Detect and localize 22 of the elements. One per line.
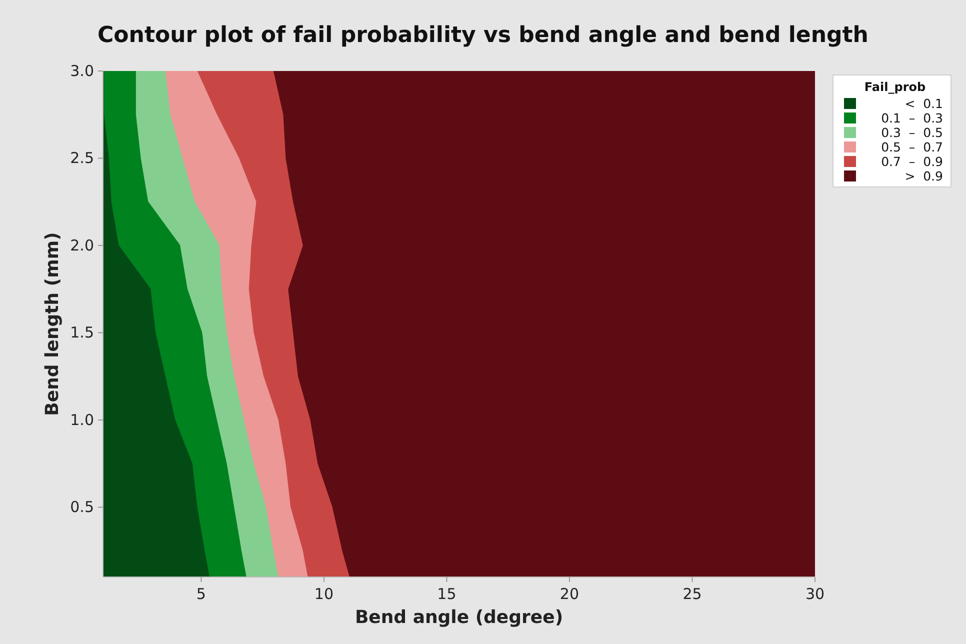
y-tick-label: 3.0: [70, 62, 94, 80]
y-tick-label: 2.0: [70, 236, 94, 254]
x-tick-label: 25: [682, 585, 702, 603]
y-tick-label: 1.0: [70, 410, 94, 429]
x-tick-label: 15: [437, 585, 456, 603]
y-tick-label: 2.5: [70, 149, 94, 168]
x-tick-label: 20: [560, 585, 580, 603]
x-tick-label: 5: [196, 585, 206, 603]
text: > 0.9: [904, 168, 944, 184]
y-tick-label: 0.5: [70, 498, 94, 516]
legend-label: 0.5 – 0.7: [881, 140, 943, 154]
x-tick-label: 30: [805, 585, 825, 603]
legend-label: 0.1 – 0.3: [881, 110, 943, 126]
chart-title: Contour plot of fail probability vs bend angle and bend length: [98, 23, 868, 48]
x-tick-label: 10: [314, 585, 334, 603]
y-tick-label: 1.5: [70, 324, 94, 342]
text: < 0.1: [904, 96, 943, 111]
legend-label: 0.7 – 0.9: [881, 154, 944, 169]
x-axis-title: Bend angle (degree): [354, 607, 564, 628]
legend-title: Fail_prob: [864, 80, 926, 94]
y-axis-title: Bend length (mm): [42, 232, 63, 416]
legend-label: 0.3 – 0.5: [881, 125, 943, 140]
